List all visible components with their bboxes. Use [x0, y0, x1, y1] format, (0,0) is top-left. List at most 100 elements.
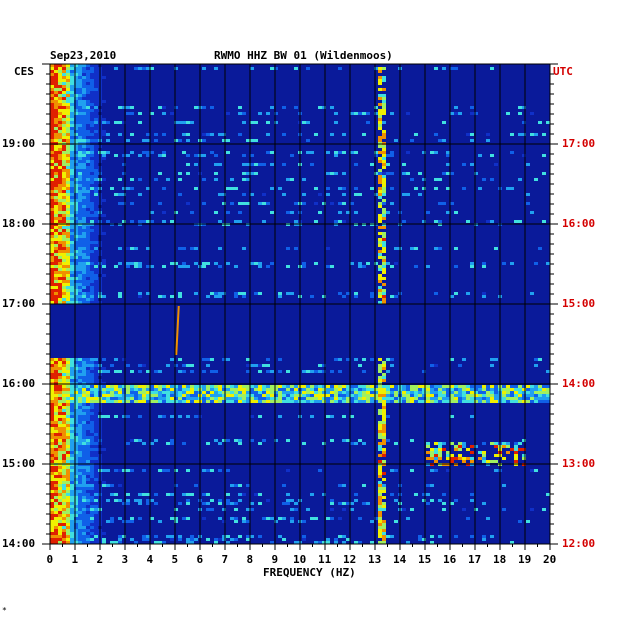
heatmap-cell	[530, 400, 534, 403]
heatmap-cell	[438, 499, 442, 502]
heatmap-cell	[74, 226, 78, 229]
heatmap-cell	[62, 421, 66, 424]
heatmap-cell	[522, 457, 526, 460]
heatmap-cell	[238, 133, 242, 136]
heatmap-cell	[234, 385, 238, 388]
heatmap-cell	[382, 385, 386, 388]
heatmap-cell	[482, 295, 486, 298]
heatmap-cell	[346, 292, 350, 295]
heatmap-cell	[342, 193, 346, 196]
heatmap-cell	[386, 262, 390, 265]
heatmap-cell	[54, 160, 58, 163]
heatmap-cell	[174, 469, 178, 472]
heatmap-cell	[78, 97, 82, 100]
heatmap-cell	[58, 487, 62, 490]
heatmap-cell	[354, 388, 358, 391]
heatmap-cell	[242, 172, 246, 175]
heatmap-cell	[50, 478, 54, 481]
heatmap-cell	[290, 508, 294, 511]
heatmap-cell	[94, 361, 98, 364]
heatmap-cell	[434, 67, 438, 70]
heatmap-cell	[526, 400, 530, 403]
heatmap-cell	[70, 238, 74, 241]
heatmap-cell	[82, 433, 86, 436]
heatmap-cell	[138, 220, 142, 223]
heatmap-cell	[422, 151, 426, 154]
heatmap-cell	[90, 118, 94, 121]
heatmap-cell	[90, 91, 94, 94]
heatmap-cell	[58, 118, 62, 121]
heatmap-cell	[330, 397, 334, 400]
heatmap-cell	[250, 364, 254, 367]
heatmap-cell	[62, 520, 66, 523]
heatmap-cell	[346, 358, 350, 361]
heatmap-cell	[66, 457, 70, 460]
heatmap-cell	[74, 487, 78, 490]
heatmap-cell	[74, 259, 78, 262]
heatmap-cell	[94, 238, 98, 241]
heatmap-cell	[266, 394, 270, 397]
heatmap-cell	[358, 400, 362, 403]
heatmap-cell	[310, 394, 314, 397]
heatmap-cell	[378, 124, 382, 127]
heatmap-cell	[186, 202, 190, 205]
heatmap-cell	[82, 496, 86, 499]
heatmap-cell	[82, 85, 86, 88]
heatmap-cell	[378, 442, 382, 445]
heatmap-cell	[50, 274, 54, 277]
heatmap-cell	[102, 388, 106, 391]
heatmap-cell	[54, 136, 58, 139]
heatmap-cell	[94, 412, 98, 415]
heatmap-cell	[102, 199, 106, 202]
heatmap-cell	[142, 493, 146, 496]
heatmap-cell	[54, 181, 58, 184]
heatmap-cell	[358, 394, 362, 397]
heatmap-cell	[426, 502, 430, 505]
heatmap-cell	[54, 202, 58, 205]
heatmap-cell	[446, 397, 450, 400]
heatmap-cell	[110, 364, 114, 367]
heatmap-cell	[238, 220, 242, 223]
heatmap-cell	[378, 445, 382, 448]
heatmap-cell	[350, 262, 354, 265]
heatmap-cell	[74, 196, 78, 199]
heatmap-cell	[110, 517, 114, 520]
heatmap-cell	[94, 280, 98, 283]
heatmap-cell	[62, 277, 66, 280]
heatmap-cell	[62, 445, 66, 448]
heatmap-cell	[86, 163, 90, 166]
heatmap-cell	[54, 391, 58, 394]
heatmap-cell	[74, 67, 78, 70]
heatmap-cell	[346, 388, 350, 391]
heatmap-cell	[122, 193, 126, 196]
heatmap-cell	[58, 94, 62, 97]
heatmap-cell	[74, 532, 78, 535]
heatmap-cell	[354, 295, 358, 298]
heatmap-cell	[194, 394, 198, 397]
heatmap-cell	[74, 481, 78, 484]
heatmap-cell	[70, 361, 74, 364]
heatmap-cell	[446, 469, 450, 472]
heatmap-cell	[434, 220, 438, 223]
heatmap-cell	[66, 178, 70, 181]
heatmap-cell	[78, 76, 82, 79]
heatmap-cell	[378, 118, 382, 121]
heatmap-cell	[482, 454, 486, 457]
heatmap-cell	[54, 538, 58, 541]
heatmap-cell	[366, 400, 370, 403]
heatmap-cell	[82, 427, 86, 430]
heatmap-cell	[70, 268, 74, 271]
heatmap-cell	[118, 292, 122, 295]
heatmap-cell	[126, 397, 130, 400]
heatmap-cell	[90, 283, 94, 286]
heatmap-cell	[86, 520, 90, 523]
heatmap-cell	[162, 112, 166, 115]
heatmap-cell	[174, 508, 178, 511]
heatmap-cell	[94, 91, 98, 94]
heatmap-cell	[294, 391, 298, 394]
heatmap-cell	[94, 130, 98, 133]
heatmap-cell	[238, 394, 242, 397]
heatmap-cell	[270, 211, 274, 214]
heatmap-cell	[214, 385, 218, 388]
heatmap-cell	[502, 391, 506, 394]
